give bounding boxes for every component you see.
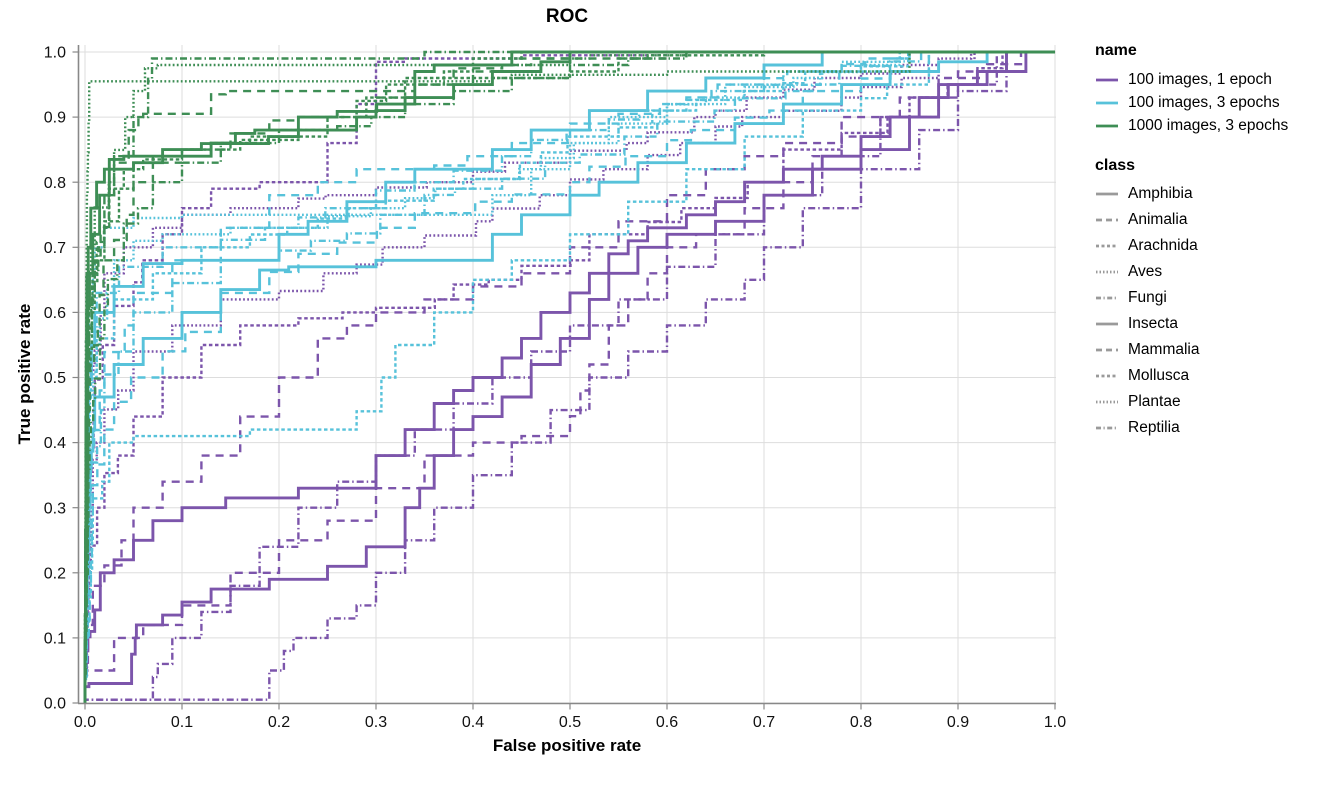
- legend-item-mollusca-swatch-icon: [1096, 374, 1118, 378]
- y-axis-title: True positive rate: [15, 303, 34, 445]
- y-tick-label: 0.2: [44, 565, 66, 582]
- legend-item-aves-swatch-icon: [1096, 270, 1118, 274]
- y-tick-label: 0.6: [44, 305, 66, 322]
- legend-item-reptilia-swatch-icon: [1096, 426, 1118, 430]
- legend-item-arachnida: Arachnida: [1095, 233, 1335, 259]
- legend-item-animalia-swatch-icon: [1096, 218, 1118, 222]
- legend-item-100-images-3-epochs: 100 images, 3 epochs: [1095, 91, 1335, 114]
- y-tick-label: 1.0: [44, 45, 66, 62]
- legend-item-plantae: Plantae: [1095, 389, 1335, 415]
- y-tick-label: 0.7: [44, 240, 66, 257]
- curve-100-images-1-epoch-mammalia: [83, 50, 1055, 703]
- legend-item-insecta: Insecta: [1095, 311, 1335, 337]
- legend-item-insecta-label: Insecta: [1128, 315, 1178, 332]
- legend-item-100-images-1-epoch-swatch-icon: [1096, 78, 1118, 81]
- legend-item-aves-label: Aves: [1128, 263, 1163, 280]
- x-tick-label: 0.0: [74, 714, 96, 731]
- y-tick-label: 0.1: [44, 631, 66, 648]
- x-tick-label: 0.9: [947, 714, 969, 731]
- y-tick-label: 0.8: [44, 175, 66, 192]
- x-tick-label: 0.2: [268, 714, 290, 731]
- legend-item-1000-images-3-epochs: 1000 images, 3 epochs: [1095, 114, 1335, 137]
- legend-item-arachnida-swatch-icon: [1096, 244, 1118, 248]
- curve-100-images-1-epoch-insecta: [83, 50, 1055, 703]
- x-tick-label: 0.6: [656, 714, 678, 731]
- legend-item-aves: Aves: [1095, 259, 1335, 285]
- legend-item-animalia-label: Animalia: [1128, 211, 1188, 228]
- legend-name-items: 100 images, 1 epoch 100 images, 3 epochs 1…: [1095, 68, 1335, 137]
- curve-100-images-3-epochs-reptilia: [83, 50, 1055, 703]
- x-tick-label: 0.1: [171, 714, 193, 731]
- legend-class-title: class: [1095, 157, 1136, 174]
- legend-item-1000-images-3-epochs-label: 1000 images, 3 epochs: [1128, 116, 1289, 134]
- legend-item-amphibia-label: Amphibia: [1128, 185, 1193, 202]
- curve-1000-images-3-epochs-reptilia: [83, 50, 1055, 703]
- x-tick-label: 0.4: [462, 714, 484, 731]
- legend-item-plantae-label: Plantae: [1128, 393, 1181, 410]
- legend-item-amphibia: Amphibia: [1095, 181, 1335, 207]
- legend-item-fungi-swatch-icon: [1096, 296, 1118, 300]
- legend-item-fungi-label: Fungi: [1128, 289, 1167, 306]
- legend-item-reptilia: Reptilia: [1095, 415, 1335, 441]
- x-tick-label: 1.0: [1044, 714, 1066, 731]
- y-tick-label: 0.9: [44, 110, 66, 127]
- curve-100-images-1-epoch-reptilia: [83, 50, 1055, 703]
- plot-area: 0.0 0.1 0.2 0.3 0.4 0.5 0.6 0.7 0.8 0.9 1.0 0.0 0.1 0…: [44, 45, 1066, 731]
- x-axis-title: False positive rate: [492, 736, 642, 755]
- legend-item-1000-images-3-epochs-swatch-icon: [1096, 124, 1118, 127]
- legend-item-insecta-swatch-icon: [1096, 322, 1118, 326]
- legend-item-mollusca-label: Mollusca: [1128, 367, 1190, 384]
- y-tick-label: 0.4: [44, 435, 66, 452]
- curve-100-images-1-epoch-fungi: [83, 50, 1055, 703]
- y-tick-label: 0.3: [44, 500, 66, 517]
- legend-item-fungi: Fungi: [1095, 285, 1335, 311]
- legend-item-100-images-1-epoch-label: 100 images, 1 epoch: [1128, 70, 1272, 88]
- curve-100-images-1-epoch-plantae: [83, 50, 1055, 703]
- legend-item-100-images-3-epochs-swatch-icon: [1096, 101, 1118, 104]
- legend-item-plantae-swatch-icon: [1096, 400, 1118, 404]
- legend-item-arachnida-label: Arachnida: [1128, 237, 1198, 254]
- legend-item-100-images-1-epoch: 100 images, 1 epoch: [1095, 68, 1335, 91]
- y-tick-label: 0.0: [44, 696, 66, 713]
- chart-title: ROC: [545, 6, 589, 27]
- x-tick-label: 0.5: [559, 714, 581, 731]
- curve-100-images-3-epochs-mollusca: [83, 50, 1055, 703]
- curve-1000-images-3-epochs-insecta: [83, 50, 1055, 703]
- legend-item-mammalia-label: Mammalia: [1128, 341, 1200, 358]
- legend-item-amphibia-swatch-icon: [1096, 192, 1118, 196]
- legend-class-items: Amphibia Animalia Arachnida Aves Fungi Insect…: [1095, 181, 1335, 441]
- legend-item-mammalia: Mammalia: [1095, 337, 1335, 363]
- legend-item-reptilia-label: Reptilia: [1128, 419, 1180, 436]
- x-tick-label: 0.7: [753, 714, 775, 731]
- legend-item-mammalia-swatch-icon: [1096, 348, 1118, 352]
- legend: name 100 images, 1 epoch 100 images, 3 ep…: [1095, 42, 1335, 441]
- y-tick-label: 0.5: [44, 370, 66, 387]
- curve-100-images-1-epoch-mollusca: [83, 50, 1055, 703]
- x-tick-label: 0.8: [850, 714, 872, 731]
- legend-name-title: name: [1095, 42, 1137, 59]
- legend-item-100-images-3-epochs-label: 100 images, 3 epochs: [1128, 93, 1280, 111]
- x-tick-label: 0.3: [365, 714, 387, 731]
- legend-item-mollusca: Mollusca: [1095, 363, 1335, 389]
- curve-100-images-3-epochs-aves: [83, 50, 1055, 703]
- legend-item-animalia: Animalia: [1095, 207, 1335, 233]
- curve-1000-images-3-epochs-plantae: [83, 50, 1055, 703]
